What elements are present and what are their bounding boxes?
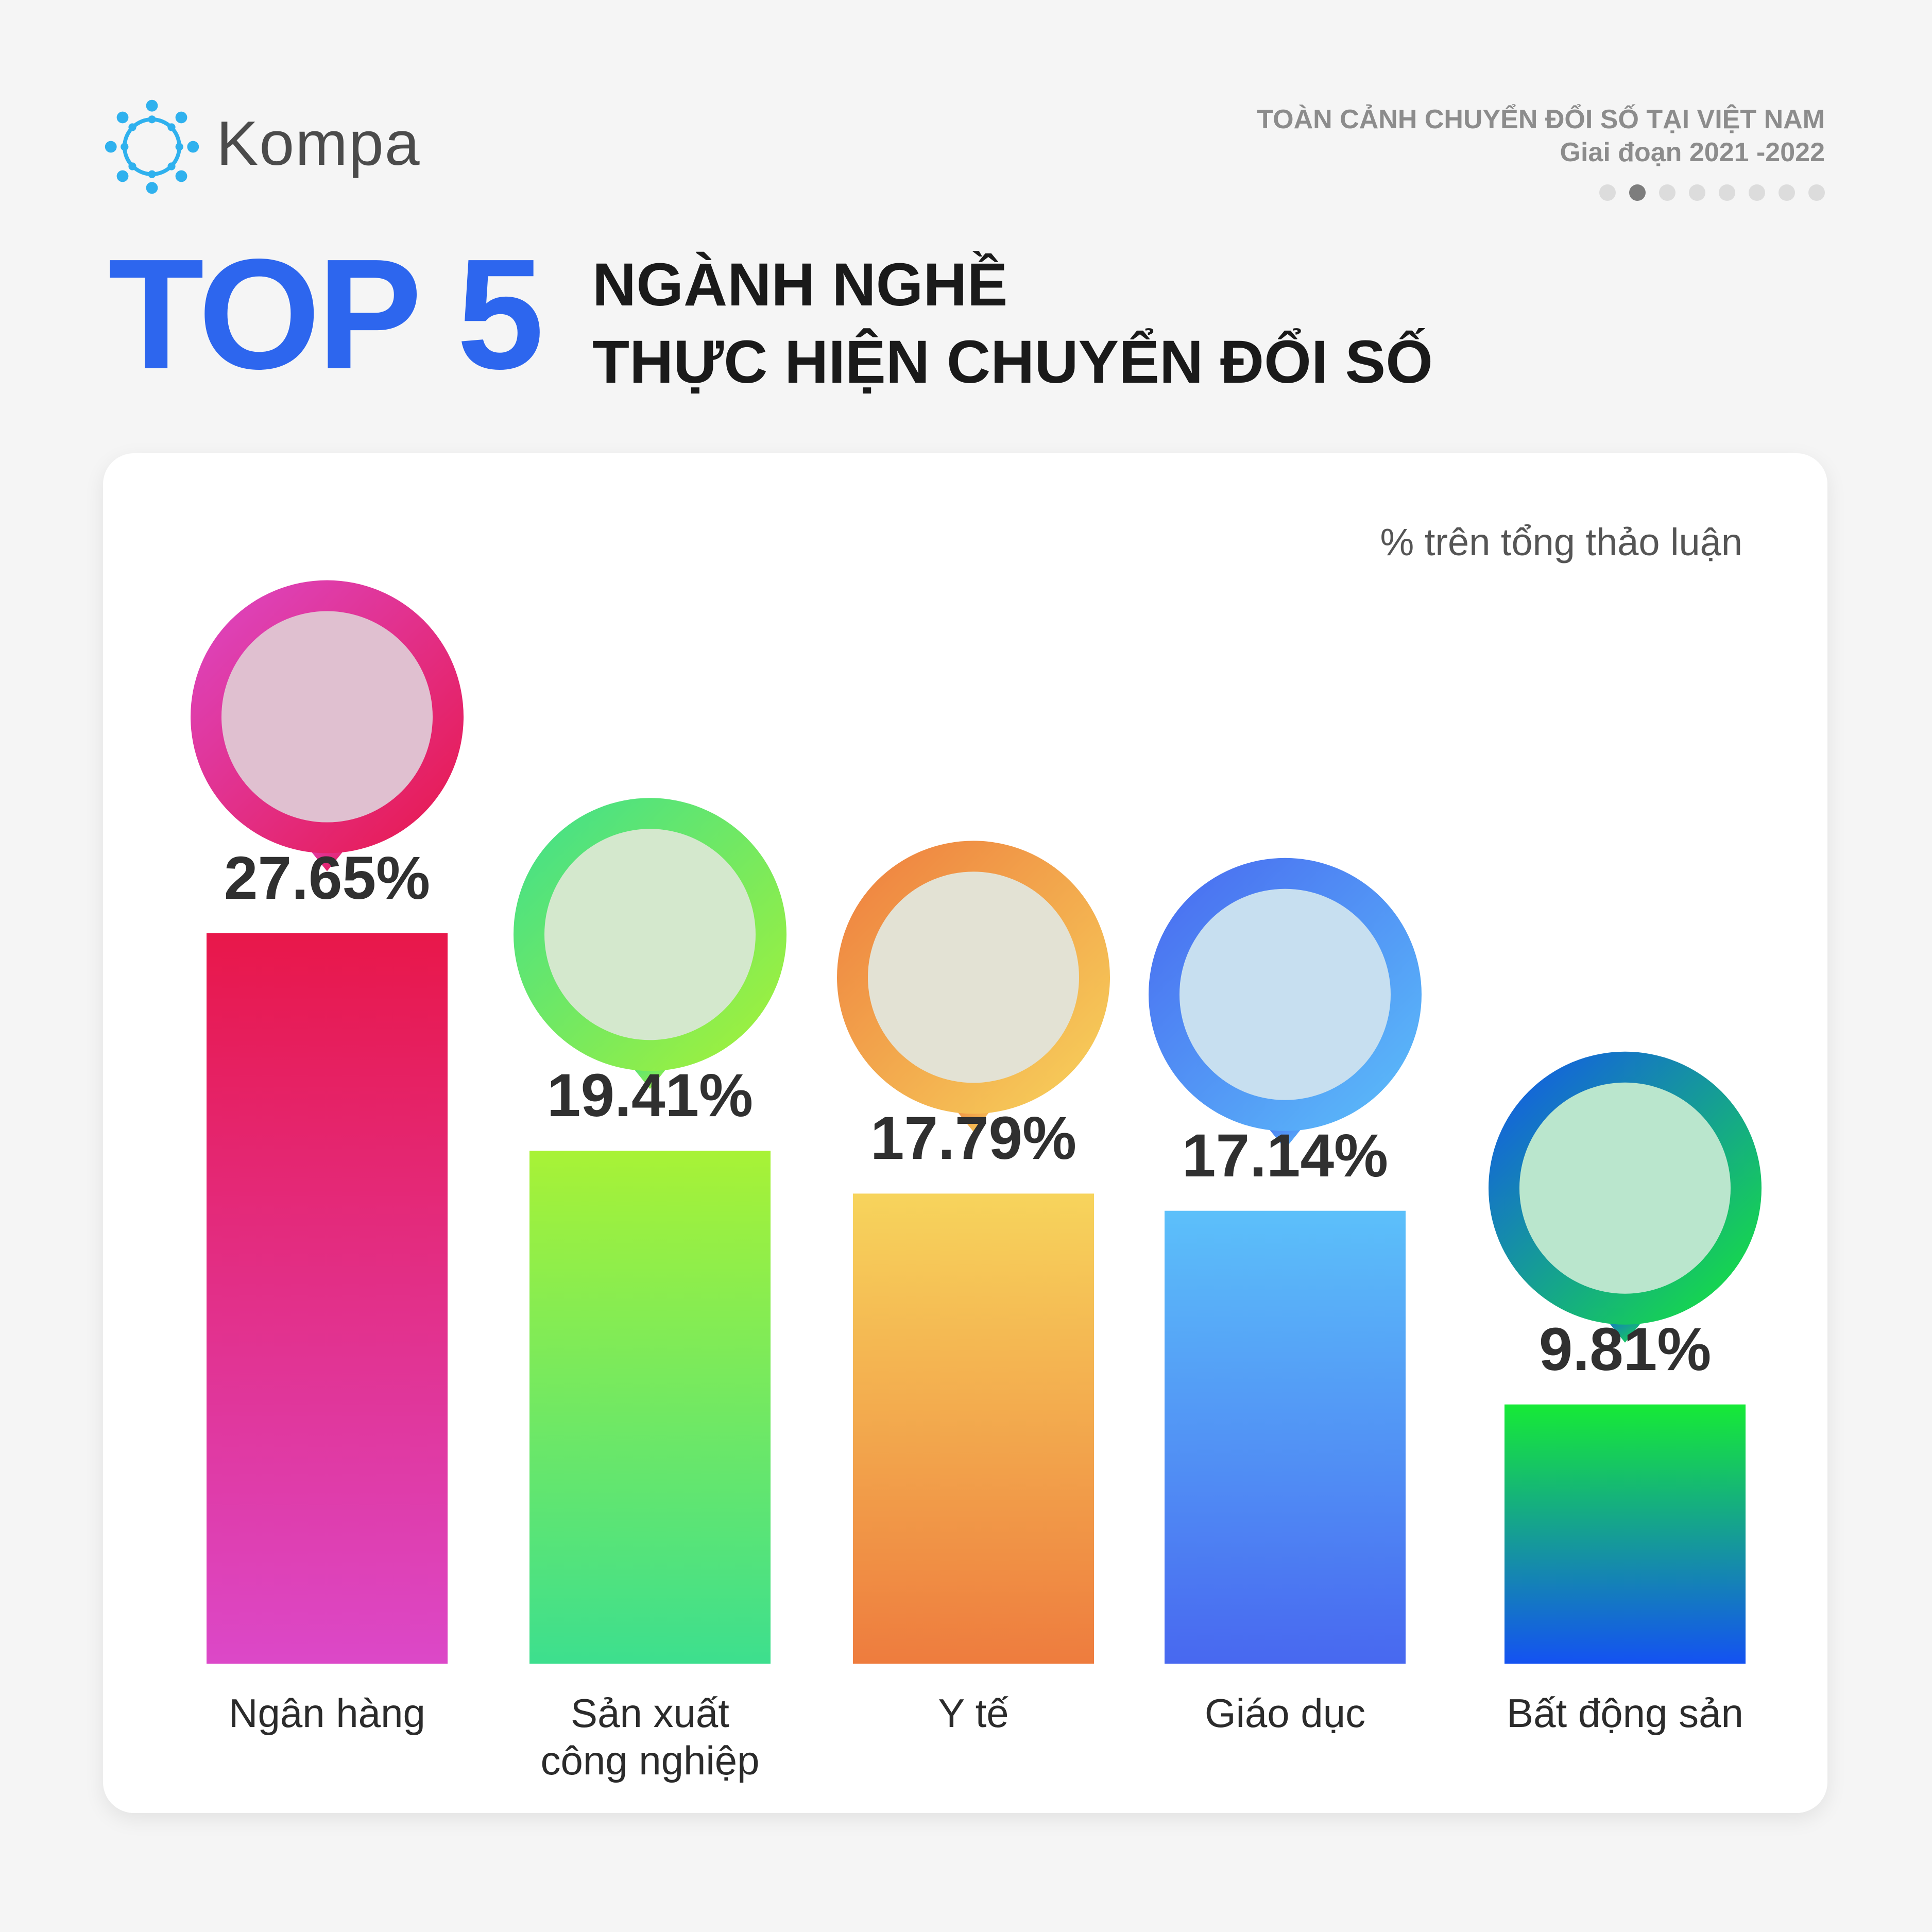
page-dot: [1689, 184, 1705, 201]
unit-note: % trên tổng thảo luận: [1380, 521, 1742, 563]
bar-value-label: 19.41%: [546, 1062, 754, 1130]
page-dot: [1629, 184, 1646, 201]
page-dot: [1779, 184, 1795, 201]
headline-line1: NGÀNH NGHỀ: [592, 251, 1008, 319]
bar-value-label: 17.79%: [870, 1104, 1077, 1173]
category-label: Sản xuất công nghiệp: [540, 1690, 760, 1783]
industrial-tablet-icon: [514, 798, 787, 1089]
category-label: Ngân hàng: [229, 1690, 425, 1736]
bar: [207, 933, 448, 1664]
headline-text: NGÀNH NGHỀ THỰC HIỆN CHUYỂN ĐỔI SỐ: [592, 246, 1433, 401]
bank-building-icon: [191, 580, 464, 871]
page-dot: [1808, 184, 1825, 201]
chart-card: % trên tổng thảo luận 27.65% Ngân hàng 19.…: [103, 453, 1827, 1813]
category-label: Giáo dục: [1204, 1690, 1366, 1736]
kompa-logo: Kompa: [103, 93, 433, 196]
page-dot: [1749, 184, 1765, 201]
graduation-caps-icon: [1149, 858, 1422, 1149]
bar-value-label: 9.81%: [1538, 1315, 1712, 1383]
category-label: Bất động sản: [1507, 1690, 1743, 1736]
bar: [1165, 1210, 1406, 1664]
bar: [1504, 1404, 1746, 1664]
medical-lungs-icon: [837, 841, 1110, 1132]
series-title: TOÀN CẢNH CHUYỂN ĐỔI SỐ TẠI VIỆT NAM: [1257, 105, 1825, 134]
page-indicator: [1599, 184, 1825, 201]
category-label: Y tế: [938, 1690, 1009, 1736]
page-dot: [1599, 184, 1616, 201]
bar-value-label: 27.65%: [224, 844, 431, 912]
page-dot: [1719, 184, 1735, 201]
bar-value-label: 17.14%: [1182, 1121, 1389, 1190]
headline-line2: THỰC HIỆN CHUYỂN ĐỔI SỐ: [592, 328, 1433, 396]
bar: [853, 1193, 1094, 1664]
page-dot: [1659, 184, 1675, 201]
headline-top5: TOP 5: [108, 226, 544, 402]
kompa-logo-icon: [105, 99, 199, 194]
bar: [529, 1151, 771, 1664]
city-skyline-icon: [1489, 1051, 1762, 1343]
series-period: Giai đoạn 2021 -2022: [1560, 138, 1825, 167]
bar-chart: [191, 580, 1762, 1664]
brand-name: Kompa: [216, 108, 421, 178]
